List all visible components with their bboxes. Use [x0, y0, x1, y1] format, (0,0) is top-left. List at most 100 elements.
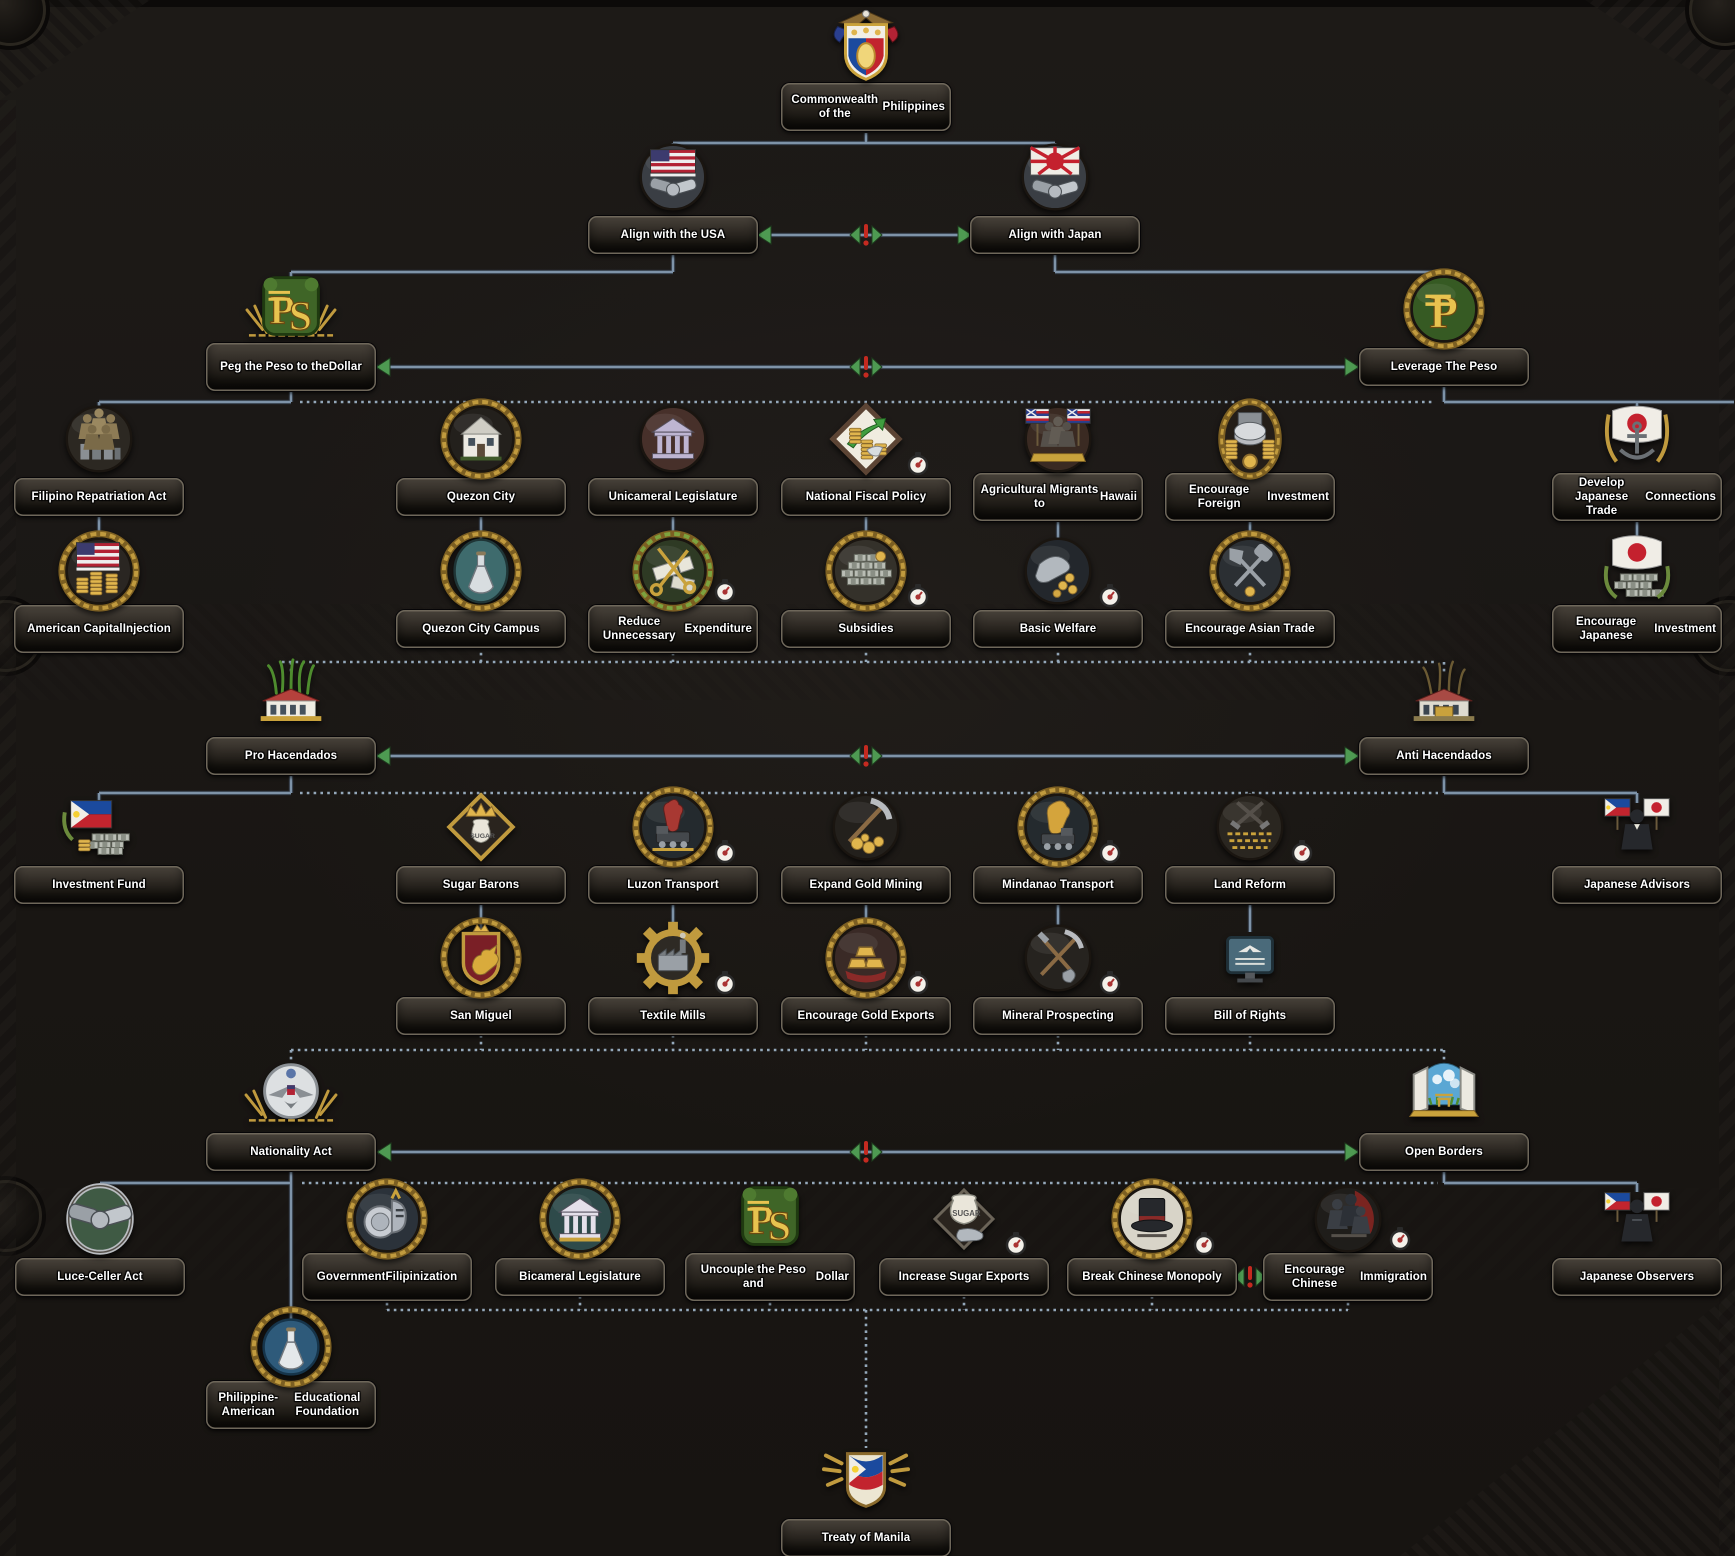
timed-focus-stopwatch-icon	[907, 971, 929, 1000]
money-pile-icon	[822, 527, 910, 615]
svg-text:S: S	[289, 293, 312, 339]
svg-text:P: P	[748, 1197, 773, 1243]
sugar-crown-icon: SUGAR	[437, 783, 525, 871]
asian-trade-icon	[1206, 527, 1294, 615]
focus-label-expand-gold: Expand Gold Mining	[781, 866, 951, 904]
focus-label-uncouple-peso: Uncouple the Peso and Dollar	[685, 1253, 855, 1301]
focus-label-san-miguel: San Miguel	[396, 997, 566, 1035]
hacienda-green-icon	[247, 654, 335, 742]
focus-label-sugar-barons: Sugar Barons	[396, 866, 566, 904]
focus-label-us-capital-inj: American Capital Injection	[14, 605, 184, 653]
hand-coins-icon	[1014, 527, 1102, 615]
focus-label-treaty-manila: Treaty of Manila	[781, 1519, 951, 1556]
hawaii-migrants-icon	[1014, 395, 1102, 483]
focus-label-peg-peso: Peg the Peso to the Dollar	[206, 343, 376, 391]
focus-label-bicameral: Bicameral Legislature	[495, 1258, 665, 1296]
timed-focus-stopwatch-icon	[907, 452, 929, 481]
chinese-crowd-icon	[1304, 1175, 1392, 1263]
timed-focus-stopwatch-icon	[1099, 840, 1121, 869]
focus-label-paef: Philippine-American Educational Foundatio…	[206, 1381, 376, 1429]
knight-helm-icon	[343, 1175, 431, 1263]
us-capital-icon	[55, 527, 143, 615]
focus-label-nationality-act: Nationality Act	[206, 1133, 376, 1171]
map-train-red-icon	[629, 783, 717, 871]
crowd-city-icon	[55, 395, 143, 483]
sugar-hand-icon: SUGAR	[920, 1175, 1008, 1263]
timed-focus-stopwatch-icon	[907, 584, 929, 613]
svg-text:P: P	[269, 287, 294, 333]
fiscal-diamond-icon	[822, 395, 910, 483]
foreign-investment-icon	[1206, 395, 1294, 483]
timed-focus-stopwatch-icon	[1193, 1232, 1215, 1261]
white-house-icon	[437, 395, 525, 483]
timed-focus-stopwatch-icon	[1099, 971, 1121, 1000]
flask-blue-icon	[247, 1303, 335, 1391]
focus-label-basic-welfare: Basic Welfare	[973, 610, 1143, 648]
focus-label-gov-filipinization: Government Filipinization	[302, 1253, 472, 1301]
focus-label-bill-of-rights: Bill of Rights	[1165, 997, 1335, 1035]
svg-text:S: S	[768, 1203, 791, 1249]
focus-label-luzon-transport: Luzon Transport	[588, 866, 758, 904]
timed-focus-stopwatch-icon	[714, 971, 736, 1000]
jp-trade-icon	[1593, 395, 1681, 483]
map-train-gold-icon	[1014, 783, 1102, 871]
focus-label-open-borders: Open Borders	[1359, 1133, 1529, 1171]
focus-label-investment-fund: Investment Fund	[14, 866, 184, 904]
focus-label-leverage-peso: Leverage The Peso	[1359, 348, 1529, 386]
jp-advisors-icon	[1593, 783, 1681, 871]
jp-handshake-icon	[1011, 133, 1099, 221]
pick-shovel-icon	[1014, 914, 1102, 1002]
svg-text:P: P	[1429, 287, 1458, 339]
timed-focus-stopwatch-icon	[1005, 1232, 1027, 1261]
timed-focus-stopwatch-icon	[714, 579, 736, 608]
hacienda-dead-icon	[1400, 654, 1488, 742]
focus-label-jp-trade-conn: Develop Japanese Trade Connections	[1552, 473, 1722, 521]
bill-eagle-icon	[1206, 914, 1294, 1002]
focus-label-qc-campus: Quezon City Campus	[396, 610, 566, 648]
handshake-green-icon	[56, 1175, 144, 1263]
timed-focus-stopwatch-icon	[714, 840, 736, 869]
gold-mining-icon	[822, 783, 910, 871]
focus-label-commonwealth: Commonwealth of the Philippines	[781, 83, 951, 131]
top-hat-icon	[1108, 1175, 1196, 1263]
focus-label-subsidies: Subsidies	[781, 610, 951, 648]
purple-building-icon	[629, 395, 717, 483]
peso-wreath-icon: P	[1400, 265, 1488, 353]
focus-label-mineral-prospecting: Mineral Prospecting	[973, 997, 1143, 1035]
scissors-money-icon	[629, 527, 717, 615]
focus-label-filipino-repatriation: Filipino Repatriation Act	[14, 478, 184, 516]
gold-building-icon	[536, 1175, 624, 1263]
focus-label-jp-advisors: Japanese Advisors	[1552, 866, 1722, 904]
focus-label-align-usa: Align with the USA	[588, 216, 758, 254]
land-reform-icon	[1206, 783, 1294, 871]
lion-shield-icon	[437, 914, 525, 1002]
flask-teal-icon	[437, 527, 525, 615]
focus-label-luce-celler: Luce-Celler Act	[15, 1258, 185, 1296]
focus-label-chinese-immigration: Encourage Chinese Immigration	[1263, 1253, 1433, 1301]
focus-label-textile-mills: Textile Mills	[588, 997, 758, 1035]
focus-label-anti-hacendados: Anti Hacendados	[1359, 737, 1529, 775]
us-handshake-icon	[629, 133, 717, 221]
gear-factory-icon	[629, 914, 717, 1002]
timed-focus-stopwatch-icon	[1389, 1227, 1411, 1256]
svg-text:SUGAR: SUGAR	[470, 833, 495, 840]
focus-label-jp-observers: Japanese Observers	[1552, 1258, 1722, 1296]
focus-label-land-reform: Land Reform	[1165, 866, 1335, 904]
jp-investment-icon	[1593, 527, 1681, 615]
focus-label-quezon-city: Quezon City	[396, 478, 566, 516]
focus-label-national-fiscal: National Fiscal Policy	[781, 478, 951, 516]
ph-flag-wings-icon	[822, 1436, 910, 1524]
ph-money-icon	[55, 783, 143, 871]
ph-coat-of-arms-icon	[822, 5, 910, 93]
focus-label-asian-trade: Encourage Asian Trade	[1165, 610, 1335, 648]
timed-focus-stopwatch-icon	[1291, 840, 1313, 869]
jp-observers-icon	[1593, 1175, 1681, 1263]
focus-label-agri-hawaii: Agricultural Migrants to Hawaii	[973, 473, 1143, 521]
focus-label-reduce-expenditure: Reduce Unnecessary Expenditure	[588, 605, 758, 653]
us-seal-winged-icon	[244, 1050, 338, 1138]
svg-text:SUGAR: SUGAR	[952, 1209, 981, 1218]
focus-label-break-chinese-monopoly: Break Chinese Monopoly	[1067, 1258, 1237, 1296]
